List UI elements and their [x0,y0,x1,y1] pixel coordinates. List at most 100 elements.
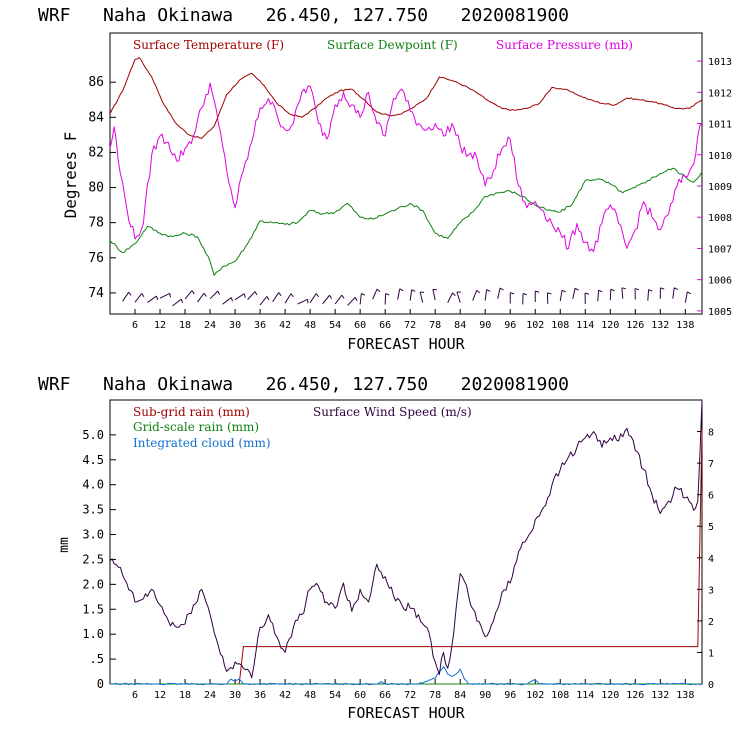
wind-barb [272,292,280,302]
wind-barb-flag [180,298,183,304]
wind-barb-flag [230,297,234,302]
y2-tick-label: 1009 [708,182,732,193]
wind-barb [134,293,143,303]
x-tick-label: 96 [504,320,516,331]
x-tick-label: 42 [279,320,291,331]
wind-barb-flag [290,293,294,298]
wind-barb-flag [522,292,527,296]
y-axis-label: mm [57,537,72,553]
y2-tick-label: 1012 [708,88,732,99]
plot-frame [109,32,703,315]
x-tick-label: 120 [601,690,619,701]
wind-barb [497,287,501,299]
x-tick-label: 108 [551,320,569,331]
wind-barb-flag [598,289,603,293]
x-tick-label: 84 [454,690,466,701]
wind-barb-flag [673,287,679,290]
wind-barb-flag [156,295,159,301]
y2-tick-label: 1006 [708,276,732,287]
y2-tick-label: 1005 [708,307,732,318]
y-tick-label: 4.0 [82,478,104,492]
x-tick-label: 120 [601,320,619,331]
wind-barb-flag [217,290,221,295]
x-tick-label: 36 [254,320,266,331]
wind-barb-flag [141,293,145,298]
x-axis-label: FORECAST HOUR [347,704,465,722]
y-tick-label: 78 [88,216,104,231]
wind-barb [247,291,256,300]
x-tick-label: 96 [504,690,516,701]
wind-barb [334,294,343,305]
wind-barb-flag [610,288,615,292]
wind-barb-flag [510,292,515,295]
y-tick-label: .5 [90,652,104,666]
wind-barb-flag [476,289,481,294]
wind-barb-flag [687,291,692,295]
wind-barb [419,291,424,303]
wind-barb [159,292,171,299]
wind-barb-flag [266,296,270,301]
y2-tick-label: 1011 [708,120,732,131]
x-tick-label: 18 [179,690,191,701]
wind-barb-flag [191,290,195,295]
x-tick-label: 114 [576,320,594,331]
wind-barb-flag [341,294,345,299]
legend-subgrid-rain: Sub-grid rain (mm) [133,405,250,419]
wind-barb-flag [385,293,390,296]
wind-barb [322,294,330,305]
y-tick-label: 86 [88,75,104,90]
x-tick-label: 6 [132,690,138,701]
x-tick-label: 90 [479,690,491,701]
wind-barb-flag [574,287,579,291]
wind-barb-flag [278,292,282,297]
wind-barb-flag [648,289,653,292]
wind-barb-flag [547,292,552,295]
x-tick-label: 24 [204,690,216,701]
series-surface-temperature-f [109,57,703,139]
y-ticks: 74 76 78 80 82 84 86 [88,75,116,301]
x-tick-label: 126 [626,320,644,331]
y-tick-label: 4.5 [82,453,104,467]
wind-barb [559,290,563,302]
x-tick-label: 24 [204,320,216,331]
x-tick-label: 42 [279,690,291,701]
y-tick-label: 82 [88,145,104,160]
wind-barb [259,296,268,306]
x-tick-label: 66 [379,690,391,701]
series-surface-wind-speed-m-s [109,399,703,679]
wind-barb [184,290,193,300]
y2-tick-label: 7 [708,459,714,470]
x-tick-label: 114 [576,690,594,701]
x-tick-label: 72 [404,690,416,701]
legend-dewpoint: Surface Dewpoint (F) [327,38,458,52]
x-ticks: 6 12 18 24 30 36 42 48 54 60 66 72 78 84 90 96 102 108 114… [132,309,694,331]
wind-barb-flag [486,289,491,292]
y-tick-label: 0 [97,677,104,691]
x-tick-label: 78 [429,320,441,331]
wind-barb [456,291,461,303]
wind-barb [572,288,576,300]
wind-barb-flag [315,293,320,298]
x-tick-label: 54 [329,690,341,701]
wind-barbs [122,287,692,307]
y2-tick-label: 4 [708,554,714,565]
wind-barb [147,295,157,303]
legend-wind-speed: Surface Wind Speed (m/s) [313,405,472,419]
x-tick-label: 60 [354,320,366,331]
wind-barb [609,289,612,301]
wind-barb [672,287,675,299]
wind-barb-flag [203,292,207,297]
wind-barb-flag [621,287,626,290]
y2-tick-label: 2 [708,617,714,628]
x-tick-label: 102 [526,690,544,701]
wind-barb [172,298,182,307]
y2-tick-label: 8 [708,428,714,439]
wind-barb-flag [169,293,171,298]
y2-tick-label: 1010 [708,151,732,162]
x-axis-label: FORECAST HOUR [347,335,465,353]
x-tick-label: 132 [651,690,669,701]
x-tick-label: 84 [454,320,466,331]
y-tick-label: 1.5 [82,602,104,616]
x-tick-label: 66 [379,320,391,331]
